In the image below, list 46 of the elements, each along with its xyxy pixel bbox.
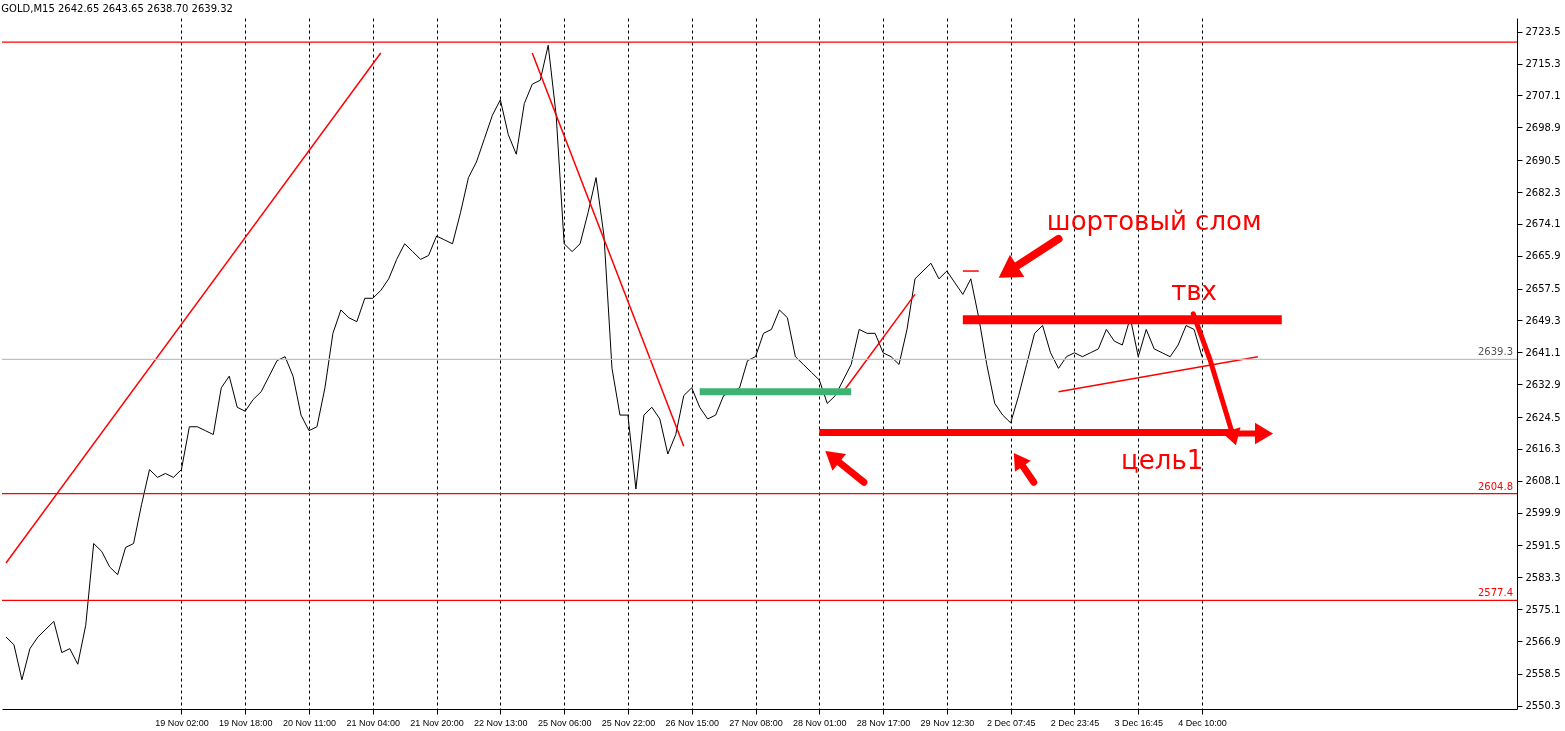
y-tick-label: 2698.9 [1525, 121, 1561, 133]
annotation: твх [1171, 275, 1217, 306]
y-tick-label: 2632.9 [1525, 378, 1561, 390]
x-tick-label: 28 Nov 17:00 [856, 717, 911, 728]
annotation: цель1 [1121, 444, 1204, 475]
y-tick-label: 2657.5 [1525, 283, 1561, 295]
y-tick-label: 2616.3 [1525, 443, 1561, 455]
x-tick-label: 19 Nov 02:00 [155, 717, 209, 728]
x-tick-label: 28 Nov 01:00 [793, 717, 847, 728]
y-tick-label: 2550.3 [1525, 700, 1561, 712]
y-tick-label: 2723.5 [1525, 26, 1561, 38]
x-tick-label: 20 Nov 11:00 [283, 717, 336, 728]
y-tick-label: 2649.3 [1525, 314, 1561, 326]
ref-line-label: 2577.4 [1478, 587, 1513, 599]
chart-title: GOLD,M15 2642.65 2643.65 2638.70 2639.32 [1, 3, 233, 14]
y-tick-label: 2591.5 [1525, 540, 1561, 551]
y-tick-label: 2608.1 [1525, 475, 1561, 487]
y-tick-label: 2583.3 [1525, 571, 1561, 583]
annotation: шортовый слом [1046, 206, 1262, 237]
x-tick-label: 22 Nov 13:00 [474, 717, 528, 728]
x-tick-label: 25 Nov 06:00 [537, 717, 592, 728]
y-tick-label: 2575.1 [1525, 603, 1561, 615]
y-tick-label: 2707.1 [1525, 89, 1561, 101]
x-tick-label: 29 Nov 12:30 [920, 717, 975, 728]
x-tick-label: 2 Dec 07:45 [986, 717, 1036, 728]
x-tick-label: 25 Nov 22:00 [601, 717, 656, 728]
x-tick-label: 26 Nov 15:00 [665, 717, 719, 728]
y-tick-label: 2690.5 [1525, 154, 1561, 166]
ref-line-label: 2639.3 [1478, 346, 1513, 358]
y-tick-label: 2566.9 [1525, 635, 1561, 647]
y-tick-label: 2665.9 [1525, 250, 1561, 262]
x-tick-label: 4 Dec 10:00 [1178, 717, 1227, 728]
y-tick-label: 2682.3 [1525, 186, 1561, 198]
x-tick-label: 3 Dec 16:45 [1114, 717, 1164, 728]
x-tick-label: 21 Nov 04:00 [346, 717, 401, 728]
x-tick-label: 21 Nov 20:00 [410, 717, 464, 728]
y-tick-label: 2558.5 [1525, 668, 1561, 680]
x-tick-label: 2 Dec 23:45 [1050, 717, 1100, 728]
ref-line-label: 2604.8 [1478, 480, 1513, 492]
y-tick-label: 2641.1 [1525, 346, 1561, 358]
y-tick-label: 2624.5 [1525, 411, 1561, 423]
y-tick-label: 2599.9 [1525, 507, 1561, 519]
y-tick-label: 2674.1 [1525, 218, 1561, 230]
y-tick-label: 2715.3 [1525, 58, 1561, 70]
x-tick-label: 19 Nov 18:00 [218, 717, 273, 728]
x-tick-label: 27 Nov 08:00 [729, 717, 783, 728]
